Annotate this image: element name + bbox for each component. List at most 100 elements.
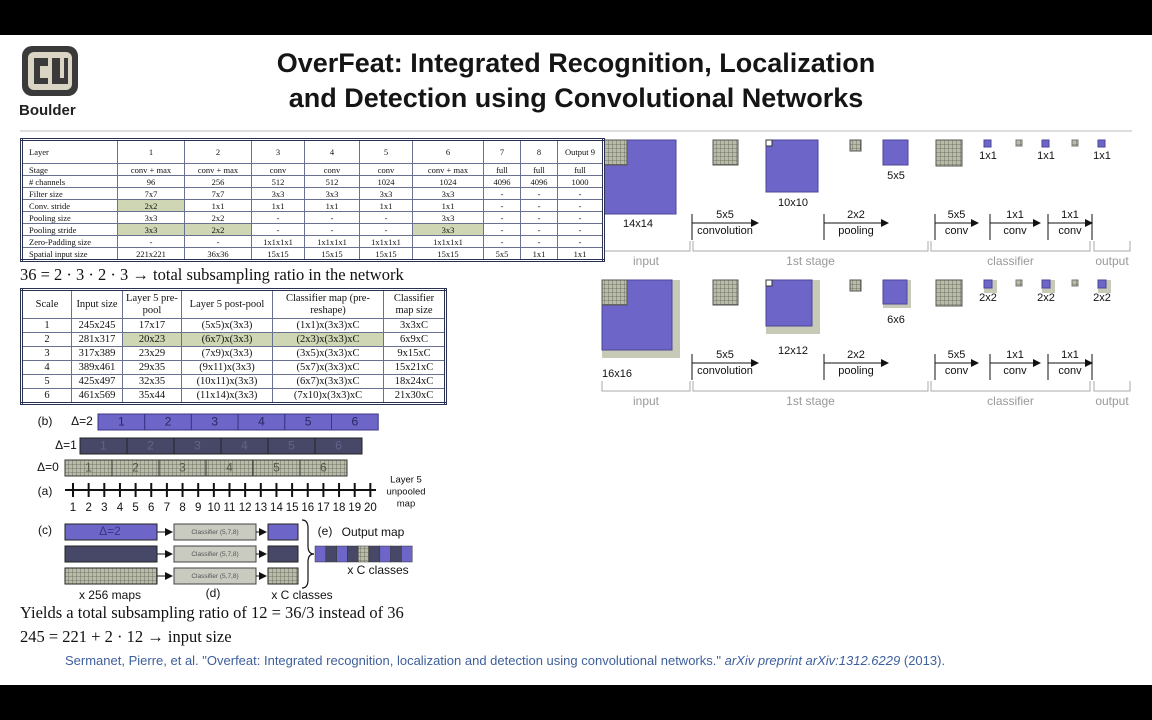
table-row: Pooling size 3x3 2x2- - -3x3- - - [21,211,604,224]
table-cell: 23x29 [122,346,182,361]
table-cell: - [359,223,413,236]
output-map-cell [368,545,381,563]
table-cell: (3x5)x(3x3)xC [272,346,384,361]
table-row: Conv. stride 2x2 1x1 1x1 1x1 1x1 1x1- - - [21,199,604,212]
table-cell: full [557,163,604,176]
table-row: Pooling stride 3x3 2x2- - -3x3- - - [21,223,604,236]
table-cell: conv [304,163,360,176]
table-cell: (10x11)x(3x3) [181,374,273,389]
citation-venue: arXiv preprint arXiv:1312.6229 [724,653,901,668]
output-map-cell [401,545,413,563]
op-kernel: 5x5 [948,209,966,221]
kernel [1015,139,1023,147]
position-label: 16 [301,502,314,514]
size-label: 6x6 [887,314,905,326]
feature-box [64,567,158,585]
table-cell: 3x3 [412,223,484,236]
table-cell: 15x15 [251,247,305,261]
table-cell: Stage [21,163,118,176]
output-map-cell [357,545,370,563]
classifier-label: Classifier (5,7,8) [191,529,238,536]
table-cell: - [557,187,604,200]
op-name: conv [1058,225,1082,237]
kernel [1071,279,1079,287]
table-cell: (7x10)x(3x3)xC [272,388,384,404]
table-cell: conv + max [412,163,484,176]
position-label: 20 [364,502,377,514]
section-label: classifier [987,254,1034,268]
kernel [601,279,628,306]
table-cell: 6x9xC [383,332,446,347]
output-unit [983,139,992,148]
note: Yields a total subsampling ratio of 12 =… [20,603,404,622]
table-cell: 3x3 [117,223,185,236]
table-cell: conv + max [117,163,185,176]
size-label: 5x5 [887,170,905,182]
table-cell: - [483,235,521,248]
table-cell: 1x1 [251,199,305,212]
output-map-cell [379,545,391,563]
table-cell: (9x11)x(3x3) [181,360,273,375]
position-label: 7 [164,502,170,514]
feature-box [64,545,158,563]
kernel [712,279,739,306]
kernel [1071,139,1079,147]
table-cell: 18x24xC [383,374,446,389]
segment-number: 6 [335,439,342,453]
table-cell: 1 [21,318,72,333]
table-cell: 1x1 [359,199,413,212]
segment-number: 2 [132,461,139,475]
table-cell: - [304,211,360,224]
offset-label: Δ=2 [71,414,93,428]
position-label: 4 [117,502,124,514]
table-row: 5 425x497 32x35 (10x11)x(3x3) (6x7)x(3x3)xC 1… [21,374,446,389]
table-cell: Spatial input size [21,247,118,261]
table-cell: 3 [21,346,72,361]
op-name: conv [1058,365,1082,377]
table-cell: 221x221 [117,247,185,261]
table-cell: 1000 [557,175,604,188]
title-line: and Detection using Convolutional Networ… [288,83,864,113]
header-row: Layer 1 2 3 4 5 6 7 8 Output 9 [21,139,604,164]
header-cell: Output 9 [557,139,604,164]
output-unit [1097,279,1107,289]
kernel [601,139,628,166]
table-cell: 512 [304,175,360,188]
table-cell: 7x7 [184,187,252,200]
section-label: input [633,254,660,268]
position-label: 13 [254,502,267,514]
table-cell: 4096 [483,175,521,188]
header-cell: 2 [184,139,252,164]
caption: x C classes [347,563,408,577]
section-bracket [601,241,691,252]
table-cell: - [117,235,185,248]
caption: x C classes [271,588,332,602]
table-cell: 389x461 [71,360,123,375]
output-map-cell [314,545,327,563]
table-cell: (5x5)x(3x3) [181,318,273,333]
segment-number: 4 [258,415,265,429]
citation-year: (2013). [903,653,946,668]
kernel [849,279,862,292]
table-row: Zero-Padding size - -1x1x1x1 1x1x1x1 1x1x1x1… [21,235,604,248]
size-label: 12x12 [778,345,808,357]
stage-map [765,139,819,193]
segment-number: 5 [288,439,295,453]
segment-number: 3 [211,415,218,429]
panel-label: (c) [38,523,52,537]
table-cell: (5x7)x(3x3)xC [272,360,384,375]
op-name: pooling [838,365,873,377]
table-cell: 1x1x1x1 [359,235,413,248]
table-cell: (6x7)x(3x3)xC [272,374,384,389]
output-unit [1097,139,1106,148]
axis-caption: map [397,499,415,510]
table-cell: conv + max [184,163,252,176]
position-label: 11 [224,502,236,514]
segment-box [314,437,363,455]
position-label: 2 [85,502,91,514]
table-cell: (7x9)x(3x3) [181,346,273,361]
table-cell: 4096 [520,175,558,188]
pooled-map [882,279,908,305]
header-cell: 8 [520,139,558,164]
section-label: classifier [987,394,1034,408]
